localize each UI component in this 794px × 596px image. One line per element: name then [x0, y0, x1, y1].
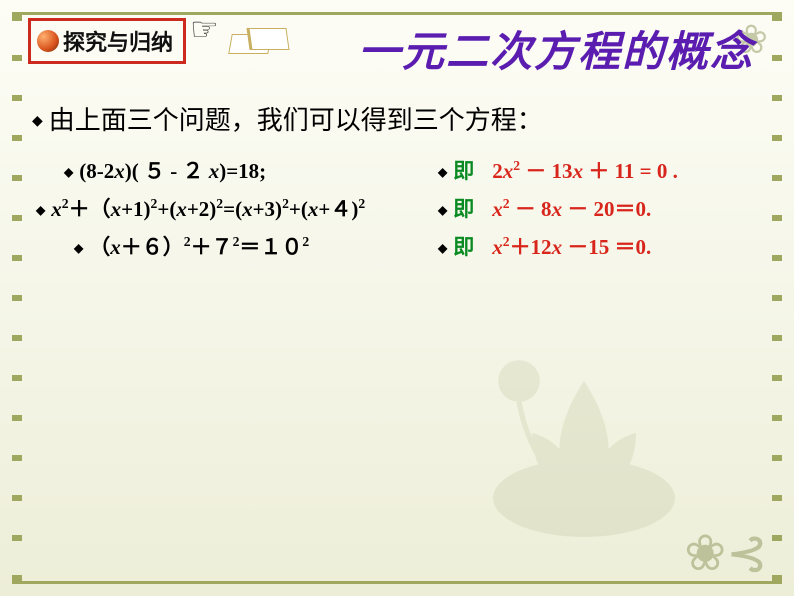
lotus-watermark: [454, 316, 714, 576]
intro-text: 由上面三个问题，我们可以得到三个方程：: [32, 100, 766, 137]
section-tag-box: 探究与归纳: [28, 18, 186, 64]
decorative-frame: [12, 12, 782, 584]
equation-right-3: ◆ 即 x2＋12x －15 ＝0.: [438, 231, 766, 261]
equation-left-2: ◆ x2＋（x+1)2+(x+2)2=(x+3)2+(x+４)2: [28, 193, 438, 223]
eq-text: x2＋12x －15 ＝0.: [492, 231, 651, 261]
eq-text: （x＋６）2＋７2＝１０2: [89, 231, 309, 261]
slide-title: 一元二次方程的概念: [358, 18, 754, 79]
section-tag-label: 探究与归纳: [63, 25, 173, 57]
ji-label: 即: [453, 193, 474, 223]
eq-text: x2 － 8x － 20＝0.: [492, 193, 651, 223]
eq-text: x2＋（x+1)2+(x+2)2=(x+3)2+(x+４)2: [51, 193, 365, 223]
books-icon: [230, 24, 290, 54]
pointing-hand-icon: ☜: [190, 10, 219, 48]
equation-left-3: ◆ （x＋６）2＋７2＝１０2: [28, 231, 438, 261]
eq-text: (8-2x)( ５ - ２ x)=18;: [79, 155, 266, 185]
corner-ornament-bottom-right: ❀⊰: [684, 524, 768, 582]
slide: ❀ ❀⊰ 探究与归纳 ☜ 一元二次方程的概念 由上面三个问题，我们可以得到三个方…: [0, 0, 794, 596]
eq-text: 2x2 － 13x ＋ 11 = 0 .: [492, 155, 678, 185]
equation-grid: ◆ (8-2x)( ５ - ２ x)=18; ◆ 即 2x2 － 13x ＋ 1…: [28, 155, 766, 261]
ji-label: 即: [453, 231, 474, 261]
equation-left-1: ◆ (8-2x)( ５ - ２ x)=18;: [28, 155, 438, 185]
ji-label: 即: [453, 155, 474, 185]
ball-icon: [37, 30, 59, 52]
content-area: 由上面三个问题，我们可以得到三个方程： ◆ (8-2x)( ５ - ２ x)=1…: [28, 100, 766, 261]
equation-right-1: ◆ 即 2x2 － 13x ＋ 11 = 0 .: [438, 155, 766, 185]
equation-right-2: ◆ 即 x2 － 8x － 20＝0.: [438, 193, 766, 223]
